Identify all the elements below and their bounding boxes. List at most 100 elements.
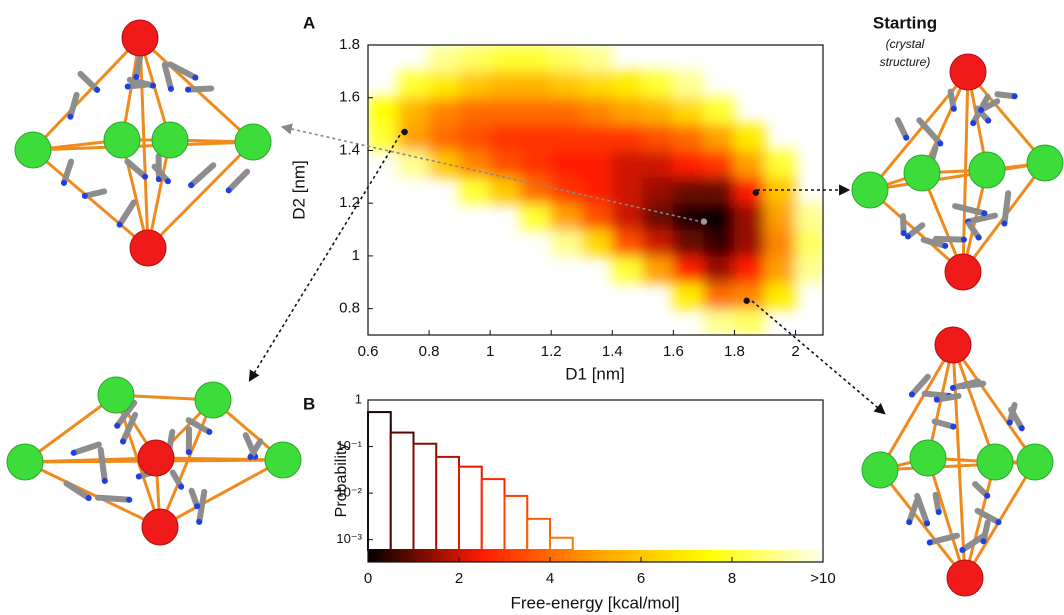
histogram-bar	[389, 431, 415, 551]
y-tick-label: 1	[352, 247, 360, 264]
metal-green	[1016, 443, 1054, 481]
arrow	[280, 123, 699, 222]
linker	[116, 199, 137, 228]
linker	[978, 98, 1001, 113]
heat-cell	[520, 45, 552, 72]
heat-cell	[520, 97, 552, 125]
heat-cell	[672, 123, 705, 151]
linker	[1008, 406, 1025, 432]
heat-cell	[672, 97, 705, 125]
caption-line: (crystal	[886, 37, 925, 51]
nitrogen	[126, 496, 133, 503]
metal-green	[903, 154, 941, 192]
heat-cell	[550, 149, 583, 178]
heat-cell	[550, 123, 583, 151]
heat-cell	[550, 176, 583, 204]
y-tick-label: 1.6	[339, 89, 360, 106]
state-marker	[743, 297, 750, 304]
heat-cell	[581, 70, 613, 99]
bond	[951, 344, 967, 579]
heat-cell	[581, 202, 613, 231]
linker	[67, 91, 80, 120]
nitrogen	[926, 539, 933, 546]
panel-label: B	[303, 394, 315, 413]
linker	[904, 222, 926, 240]
nitrogen	[1006, 419, 1013, 426]
heat-cell	[703, 123, 735, 151]
linker	[931, 418, 957, 430]
heat-cell	[611, 176, 644, 204]
linker	[247, 438, 264, 461]
nitrogen	[142, 173, 149, 180]
metal-red	[934, 326, 972, 364]
heat-cell	[581, 97, 613, 125]
heat-cell	[611, 97, 644, 125]
linker	[77, 70, 101, 93]
heat-cell	[489, 123, 522, 151]
heatmap-cells	[368, 45, 823, 335]
heat-cell	[703, 229, 735, 257]
heat-cell	[733, 123, 766, 151]
metal-green	[264, 441, 302, 479]
x-tick-label: 4	[546, 570, 554, 587]
bond	[158, 399, 215, 528]
linker	[933, 393, 962, 403]
metal-green	[861, 451, 899, 489]
linker	[965, 212, 998, 225]
bond	[878, 344, 955, 471]
bond	[951, 344, 997, 463]
heat-cell	[520, 176, 552, 204]
linker	[120, 411, 139, 445]
state-marker	[401, 128, 408, 136]
histogram-bar	[526, 517, 551, 551]
nitrogen	[904, 233, 911, 240]
metal-red	[944, 253, 982, 291]
x-tick-label: >10	[810, 570, 835, 587]
bond	[878, 469, 967, 579]
metal-green	[1026, 144, 1064, 182]
x-tick-label: 2	[455, 570, 463, 587]
histogram-bar	[412, 442, 438, 551]
nitrogen	[135, 473, 142, 480]
heat-cell	[642, 202, 674, 231]
metal-green	[968, 151, 1006, 189]
nitrogen	[185, 86, 192, 93]
nitrogen	[150, 82, 157, 89]
heat-cell	[368, 97, 400, 125]
x-tick-label: 1.6	[663, 343, 684, 360]
bond	[31, 36, 142, 152]
nitrogen	[1001, 220, 1008, 227]
metal-green	[909, 439, 947, 477]
nitrogen	[194, 503, 201, 510]
nitrogen	[133, 73, 140, 80]
state-marker	[700, 218, 708, 225]
heat-cell	[733, 255, 766, 283]
linker	[151, 163, 171, 185]
heat-cell	[489, 176, 522, 204]
x-axis-label: D1 [nm]	[565, 364, 625, 383]
heat-cell	[520, 123, 552, 151]
y-tick-label: 1	[355, 391, 362, 406]
metal-red	[137, 439, 175, 477]
heat-cell	[672, 281, 705, 310]
nitrogen	[906, 519, 913, 526]
metal-green	[234, 123, 272, 161]
heat-cell	[520, 149, 552, 178]
heat-cell	[611, 149, 644, 178]
linker	[1001, 190, 1012, 227]
nitrogen	[60, 179, 67, 186]
heat-cell	[703, 176, 735, 204]
nitrogen	[985, 117, 992, 124]
nitrogen	[942, 242, 949, 249]
heat-cell	[428, 70, 461, 99]
heat-cell	[459, 176, 491, 204]
heat-cell	[611, 123, 644, 151]
heat-cell	[459, 45, 491, 72]
x-tick-label: 6	[637, 570, 645, 587]
nitrogen	[120, 438, 127, 445]
nitrogen	[980, 538, 987, 545]
linker	[185, 417, 213, 435]
bond	[951, 344, 1037, 463]
nitrogen	[116, 221, 123, 228]
